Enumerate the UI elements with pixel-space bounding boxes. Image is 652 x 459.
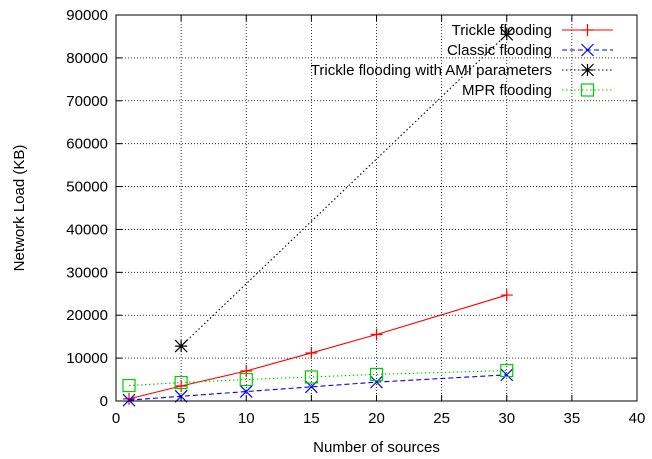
legend-marker xyxy=(581,43,594,57)
data-point xyxy=(175,379,188,392)
marker-stroke xyxy=(174,339,188,353)
series-classic-flooding xyxy=(122,368,514,407)
legend-item: MPR flooding xyxy=(462,82,613,99)
data-point xyxy=(123,392,136,405)
marker-stroke xyxy=(581,24,594,36)
marker-stroke xyxy=(123,392,136,405)
marker-stroke xyxy=(240,364,253,377)
legend-marker xyxy=(581,63,594,77)
series-trickle-flooding-with-ami-parameters xyxy=(174,27,514,353)
y-tick-label: 60000 xyxy=(66,136,108,153)
marker-stroke xyxy=(239,385,253,398)
data-point xyxy=(305,346,318,359)
marker-stroke xyxy=(369,367,384,382)
marker-stroke xyxy=(500,363,514,378)
x-axis-title: Number of sources xyxy=(313,439,440,456)
data-point xyxy=(174,375,188,390)
y-tick-label: 50000 xyxy=(66,179,108,196)
marker-stroke xyxy=(305,346,318,359)
x-tick-label: 35 xyxy=(564,410,581,427)
data-point xyxy=(122,393,136,407)
data-point xyxy=(500,368,514,382)
data-point xyxy=(500,27,514,41)
data-point xyxy=(304,370,318,384)
legend: Trickle flooding Classic flooding Trickle … xyxy=(311,22,613,99)
x-tick-label: 5 xyxy=(177,410,185,427)
series-trickle-flooding xyxy=(123,289,513,405)
marker-stroke xyxy=(500,368,514,382)
series-line xyxy=(128,294,507,400)
marker-stroke xyxy=(580,83,595,97)
series-line xyxy=(180,33,508,347)
legend-label: Trickle flooding with AMI parameters xyxy=(311,62,552,79)
marker-stroke xyxy=(370,375,383,389)
legend-item: Trickle flooding xyxy=(452,22,613,39)
marker-stroke xyxy=(174,375,188,390)
x-tick-label: 30 xyxy=(498,410,515,427)
marker-stroke xyxy=(370,328,383,341)
marker-stroke xyxy=(581,43,594,57)
data-point xyxy=(500,363,514,378)
y-tick-label: 70000 xyxy=(66,93,108,110)
y-tick-label: 30000 xyxy=(66,264,108,281)
y-tick-label: 80000 xyxy=(66,50,108,67)
marker-stroke xyxy=(122,393,136,407)
plot-area xyxy=(122,27,514,407)
legend-marker xyxy=(580,83,595,97)
series-line xyxy=(128,369,507,387)
y-tick-label: 90000 xyxy=(66,7,108,24)
legend-label: Trickle flooding xyxy=(452,22,552,39)
y-tick-label: 10000 xyxy=(66,350,108,367)
x-tick-label: 15 xyxy=(303,410,320,427)
marker-stroke xyxy=(175,379,188,392)
data-point xyxy=(500,289,513,302)
series-mpr-flooding xyxy=(122,363,514,393)
legend-label: MPR flooding xyxy=(462,82,552,99)
data-point xyxy=(174,339,188,353)
y-tick-label: 0 xyxy=(100,393,108,410)
data-point xyxy=(369,367,384,382)
x-tick-label: 40 xyxy=(629,410,646,427)
series-line xyxy=(128,374,507,401)
legend-label: Classic flooding xyxy=(447,42,552,59)
x-tick-label: 25 xyxy=(433,410,450,427)
data-point xyxy=(370,328,383,341)
y-tick-label: 40000 xyxy=(66,221,108,238)
legend-item: Trickle flooding with AMI parameters xyxy=(311,62,613,79)
x-tick-label: 10 xyxy=(238,410,255,427)
axes: 0 5 10 15 20 25 30 35 40 0 10000 20000 30000 40000 500… xyxy=(66,7,645,427)
marker-stroke xyxy=(500,289,513,302)
data-point xyxy=(240,364,253,377)
data-point xyxy=(239,385,253,398)
marker-stroke xyxy=(239,372,253,387)
data-point xyxy=(122,378,136,393)
data-point xyxy=(239,372,253,387)
marker-stroke xyxy=(500,27,514,41)
marker-stroke xyxy=(304,370,318,384)
marker-stroke xyxy=(122,378,136,393)
legend-marker xyxy=(581,24,594,36)
y-tick-label: 20000 xyxy=(66,307,108,324)
marker-stroke xyxy=(581,63,594,77)
y-axis-title: Network Load (KB) xyxy=(11,145,28,272)
x-tick-label: 20 xyxy=(368,410,385,427)
legend-item: Classic flooding xyxy=(447,42,613,59)
x-tick-label: 0 xyxy=(112,410,120,427)
data-point xyxy=(370,375,383,389)
